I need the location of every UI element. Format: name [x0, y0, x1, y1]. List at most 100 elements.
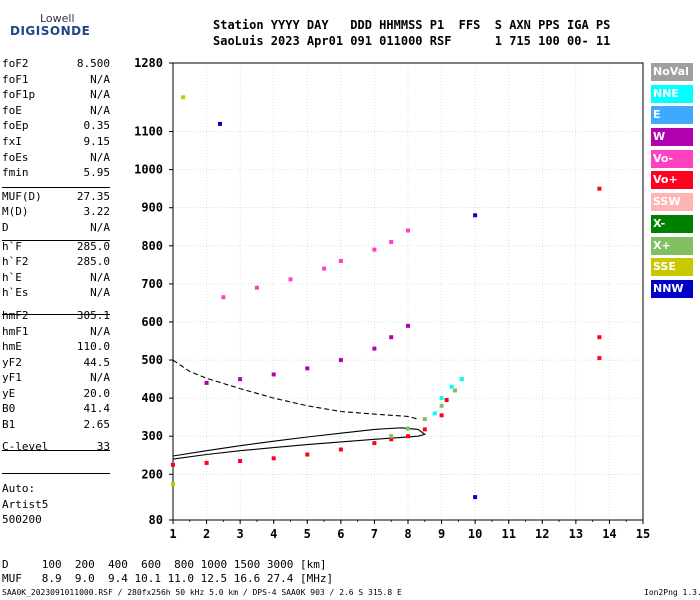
param-label: M(D)	[2, 205, 29, 219]
separator	[2, 450, 110, 451]
logo-digisonde-text: DIGISONDE	[10, 24, 91, 38]
echo-point	[171, 462, 175, 467]
echo-point	[439, 396, 444, 401]
echo-point	[406, 434, 410, 439]
legend-item: SSW	[651, 193, 693, 212]
separator	[2, 240, 110, 241]
separator	[2, 187, 110, 188]
axes: 1 2 3 4 5 6 7 8 9 10 11 12 13 14 158020030040050060070…	[134, 56, 650, 541]
param-label: fxI	[2, 134, 22, 148]
param-row: foF1 N/A	[2, 72, 162, 88]
param-value: 33	[96, 439, 110, 453]
param-row: foE N/A	[2, 103, 162, 119]
param-label: yE	[2, 386, 16, 400]
param-label: foEs	[2, 150, 29, 164]
param-label: h`E	[2, 270, 22, 284]
echo-point	[288, 277, 293, 282]
param-row: foF1p N/A	[2, 87, 162, 103]
x-tick-label: 9	[438, 527, 445, 541]
param-row: foF2 8.500	[2, 56, 162, 72]
param-label: hmF2	[2, 308, 29, 322]
x-tick-label: 6	[337, 527, 344, 541]
param-row: MUF(D) 27.35	[2, 189, 162, 205]
y-tick-label: 1000	[134, 163, 163, 177]
separator	[2, 473, 110, 474]
param-label: hmE	[2, 340, 22, 354]
param-value: N/A	[90, 286, 110, 300]
profile-solid-curve	[172, 427, 427, 460]
param-label: hmF1	[2, 324, 29, 338]
echo-point	[406, 426, 410, 431]
param-row: hmF2 305.1	[2, 308, 162, 324]
param-value: N/A	[90, 270, 110, 284]
param-row: h`Es N/A	[2, 285, 162, 301]
x-tick-label: 14	[602, 527, 616, 541]
x-tick-label: 7	[371, 527, 378, 541]
param-label: foF1	[2, 72, 29, 86]
x-tick-label: 3	[237, 527, 244, 541]
param-row: yF1 N/A	[2, 370, 162, 386]
param-value: 5.95	[83, 166, 111, 180]
param-value: 9.15	[83, 134, 111, 148]
param-row: h`F2 285.0	[2, 254, 162, 270]
param-value: 41.4	[83, 402, 111, 416]
param-value: N/A	[90, 103, 110, 117]
param-row: D N/A	[2, 220, 162, 236]
param-value: N/A	[90, 88, 110, 102]
x-tick-label: 8	[404, 527, 411, 541]
x-tick-label: 15	[636, 527, 650, 541]
x-tick-label: 12	[535, 527, 549, 541]
echo-point	[338, 447, 343, 452]
legend-item: NoVal	[651, 63, 693, 81]
param-row: B0 41.4	[2, 401, 162, 417]
x-tick-label: 10	[468, 527, 482, 541]
param-label: h`Es	[2, 286, 29, 300]
y-tick-label: 80	[149, 513, 163, 527]
param-value: 285.0	[76, 239, 110, 253]
auto-label: Auto:	[2, 482, 36, 495]
legend-item: X+	[651, 236, 693, 255]
footer-file-info: SAA0K_2023091011000.RSF / 280fx256h 50 k…	[2, 588, 402, 597]
echo-point	[204, 460, 209, 465]
param-value: 2.65	[83, 418, 111, 432]
y-tick-label: 900	[141, 201, 163, 215]
y-tick-label: 600	[141, 315, 163, 329]
param-label: B1	[2, 418, 16, 432]
auto-code: 500200	[2, 513, 42, 526]
x-tick-label: 13	[569, 527, 583, 541]
param-value: 8.500	[76, 57, 110, 70]
param-label: foF1p	[2, 88, 36, 102]
echo-point	[271, 372, 276, 377]
legend-item: NNW	[651, 279, 693, 298]
echo-point	[271, 456, 276, 461]
param-label: foEp	[2, 119, 29, 133]
echo-point	[372, 247, 377, 252]
echo-point	[422, 417, 427, 422]
param-value: N/A	[90, 150, 110, 164]
param-row: fxI 9.15	[2, 134, 162, 150]
param-label: foF2	[2, 57, 29, 70]
y-tick-label: 200	[141, 467, 163, 481]
echo-point	[372, 346, 377, 351]
param-row: h`F 285.0	[2, 239, 162, 255]
x-tick-label: 1	[169, 527, 176, 541]
param-row: yF2 44.5	[2, 355, 162, 371]
param-label: D	[2, 220, 9, 234]
echo-point	[422, 427, 427, 432]
param-label: yF2	[2, 355, 22, 369]
echo-point	[597, 356, 602, 361]
echo-point	[389, 335, 394, 340]
y-tick-label: 700	[141, 277, 163, 291]
legend-item: SSE	[651, 258, 693, 277]
param-row: C-level 33	[2, 439, 162, 455]
param-value: 3.22	[83, 205, 111, 219]
param-row: foEp 0.35	[2, 118, 162, 134]
param-row: h`E N/A	[2, 270, 162, 286]
grid	[173, 63, 643, 520]
y-tick-label: 1100	[134, 125, 163, 139]
param-value: 305.1	[76, 308, 110, 322]
header-line-2: SaoLuis 2023 Apr01 091 011000 RSF 1 715 …	[213, 34, 611, 48]
footer-version: Ion2Png 1.3.17	[644, 588, 700, 597]
param-row: foEs N/A	[2, 150, 162, 166]
legend-item: Vo-	[651, 149, 693, 168]
